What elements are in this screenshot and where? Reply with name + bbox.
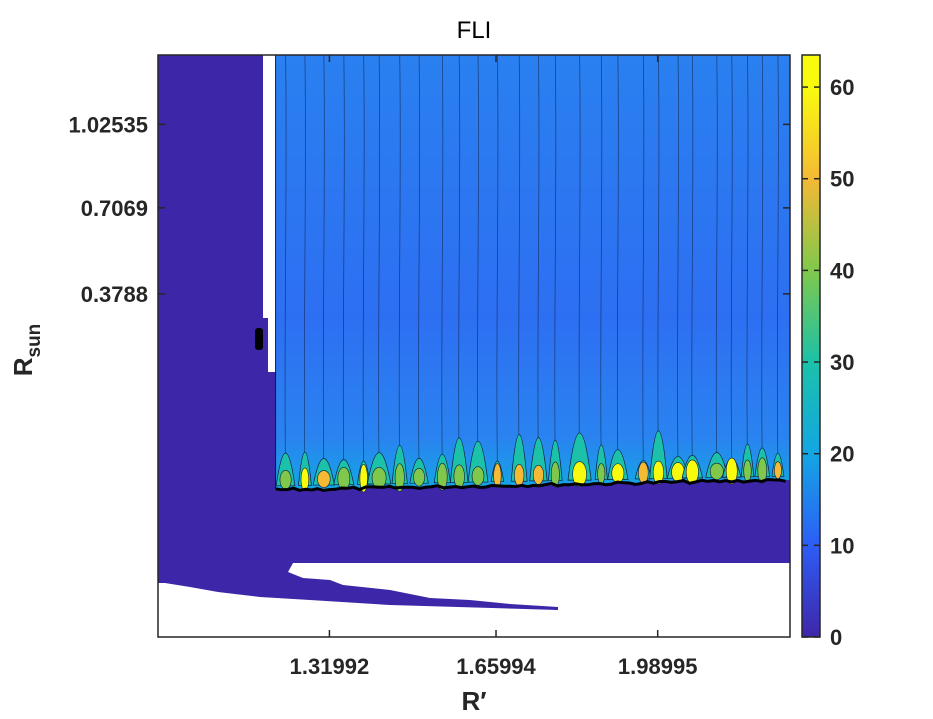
contour-streak [378, 55, 381, 468]
contour-hotspot [514, 463, 525, 487]
contour-streak [600, 55, 603, 464]
contour-hotspot [371, 467, 387, 489]
contour-streak [616, 55, 619, 464]
contour-hotspot [394, 463, 405, 492]
contour-streak [303, 55, 306, 470]
contour-streak [518, 55, 521, 466]
contour-streak [746, 55, 749, 461]
contour-streak [677, 55, 680, 463]
contour-streak [691, 55, 694, 462]
contour-streak [776, 55, 779, 461]
contour-streak [554, 55, 557, 465]
contour-hotspot [757, 457, 767, 484]
contour-plot-area [158, 55, 790, 637]
contour-hotspot [611, 463, 625, 484]
contour-hotspot [671, 462, 685, 483]
y-axis-label-subscript: sun [24, 324, 45, 358]
y-axis-label-main: R [8, 357, 38, 376]
colorbar-tick-label: 40 [830, 258, 854, 283]
contour-streak [761, 55, 764, 461]
contour-hotspot [725, 457, 738, 485]
contour-streak [537, 55, 540, 465]
contour-hotspot [709, 462, 724, 480]
contour-hotspot [743, 459, 752, 483]
x-tick-label: 1.65994 [456, 654, 536, 679]
contour-hotspot [471, 466, 485, 486]
low-fli-region [158, 55, 790, 610]
contour-streak [322, 55, 325, 470]
contour-streak [458, 55, 461, 467]
colorbar-ticks: 0 10 20 30 40 50 60 [802, 75, 854, 650]
chaotic-band-boundary [275, 477, 786, 492]
contour-streak [441, 55, 444, 467]
contour-hotspot [572, 461, 587, 487]
contour-streak [578, 55, 581, 465]
contour-hotspot [300, 467, 310, 492]
contour-streak [715, 55, 718, 462]
contour-hotspot [437, 462, 448, 491]
contour-hotspot [597, 463, 606, 485]
colorbar-tick-label: 20 [830, 442, 854, 467]
contour-hotspot [279, 470, 292, 490]
x-axis-ticks: 1.31992 1.65994 1.98995 [290, 55, 698, 679]
y-tick-label: 1.02535 [68, 112, 148, 137]
contour-lines [275, 55, 786, 493]
y-tick-label: 0.3788 [81, 282, 148, 307]
contour-streak [342, 55, 345, 469]
colorbar: 0 10 20 30 40 50 60 [801, 54, 854, 650]
contour-hotspot [773, 461, 782, 480]
y-axis-ticks: 0.3788 0.7069 1.02535 [68, 112, 790, 307]
contour-hotspot [638, 461, 649, 484]
colorbar-tick-label: 10 [830, 533, 854, 558]
contour-streak [477, 55, 479, 467]
colorbar-gradient [801, 54, 821, 638]
contour-hotspot [550, 461, 560, 488]
small-island-mark [255, 328, 263, 350]
contour-streak [284, 55, 287, 470]
contour-hotspot [317, 470, 331, 488]
contour-streak [496, 55, 499, 466]
x-tick-label: 1.98995 [618, 654, 698, 679]
chaotic-band-region [276, 55, 790, 490]
contour-hotspot [652, 460, 664, 485]
contour-hotspot [413, 467, 425, 487]
colorbar-tick-label: 60 [830, 75, 854, 100]
contour-hotspot [493, 463, 502, 489]
contour-streak [418, 55, 421, 468]
contour-streak [657, 55, 660, 463]
contour-streak [730, 55, 733, 462]
contour-hotspot [453, 464, 465, 489]
contour-hotspot [359, 464, 368, 493]
x-axis-label: R′ [461, 686, 486, 716]
chart-title: FLI [457, 17, 492, 44]
y-axis-label: Rsun [8, 324, 45, 377]
colorbar-tick-label: 50 [830, 167, 854, 192]
contour-hotspot [337, 467, 351, 491]
colorbar-tick-label: 0 [830, 625, 842, 650]
contour-streak [398, 55, 401, 468]
contour-hotspot [532, 465, 544, 485]
x-tick-label: 1.31992 [290, 654, 370, 679]
y-tick-label: 0.7069 [81, 196, 148, 221]
axes-box [157, 54, 791, 638]
contour-streak [642, 55, 645, 463]
colorbar-tick-label: 30 [830, 350, 854, 375]
contour-streak [362, 55, 365, 469]
